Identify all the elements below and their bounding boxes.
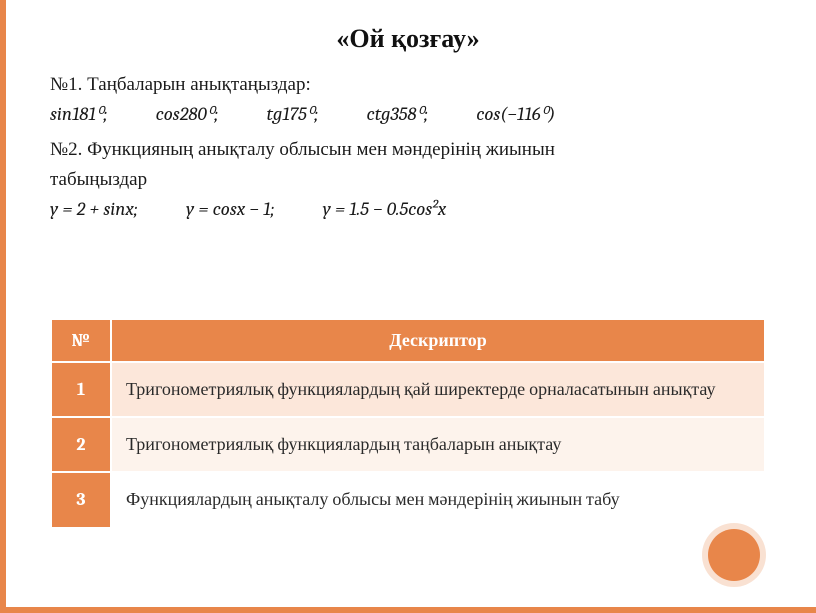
frame-border-left [0, 0, 6, 613]
task1-expr-4: ctg358⁰; [366, 103, 428, 125]
table-row: 3 Функциялардың анықталу облысы мен мәнд… [51, 472, 765, 527]
task1-expressions: sin181⁰; cos280⁰; tg175⁰; ctg358⁰; cos(−… [50, 103, 766, 125]
task1-expr-3: tg175⁰; [267, 103, 319, 125]
header-number: № [51, 319, 111, 362]
task1-expr-1: sin181⁰; [50, 103, 107, 125]
task1-label: №1. Таңбаларын анықтаңыздар: [50, 72, 766, 99]
header-descriptor: Дескриптор [111, 319, 765, 362]
task2-expr-1: y = 2 + sinx; [50, 198, 138, 220]
task2-label-line2: табыңыздар [50, 167, 766, 194]
table-row: 2 Тригонометриялық функциялардың таңбала… [51, 417, 765, 472]
row-descriptor: Тригонометриялық функциялардың қай ширек… [111, 362, 765, 417]
row-descriptor: Тригонометриялық функциялардың таңбалары… [111, 417, 765, 472]
frame-border-bottom [0, 607, 816, 613]
row-number: 2 [51, 417, 111, 472]
descriptor-table: № Дескриптор 1 Тригонометриялық функциял… [50, 318, 766, 529]
row-number: 3 [51, 472, 111, 527]
row-descriptor: Функциялардың анықталу облысы мен мәндер… [111, 472, 765, 527]
row-number: 1 [51, 362, 111, 417]
descriptor-table-wrap: № Дескриптор 1 Тригонометриялық функциял… [50, 318, 766, 529]
corner-decoration-circle [708, 529, 760, 581]
task2-expressions: y = 2 + sinx; y = cosx − 1; y = 1.5 − 0.… [50, 198, 766, 220]
table-header-row: № Дескриптор [51, 319, 765, 362]
task1-expr-2: cos280⁰; [156, 103, 219, 125]
content-area: №1. Таңбаларын анықтаңыздар: sin181⁰; co… [50, 72, 766, 232]
task2-expr-3: y = 1.5 − 0.5cos²x [323, 198, 447, 220]
task2-label-line1: №2. Функцияның анықталу облысын мен мәнд… [50, 137, 766, 164]
task2-expr-2: y = cosx − 1; [186, 198, 274, 220]
table-row: 1 Тригонометриялық функциялардың қай шир… [51, 362, 765, 417]
slide-title: «Ой қозғау» [0, 24, 816, 54]
task1-expr-5: cos(−116⁰) [476, 103, 555, 125]
